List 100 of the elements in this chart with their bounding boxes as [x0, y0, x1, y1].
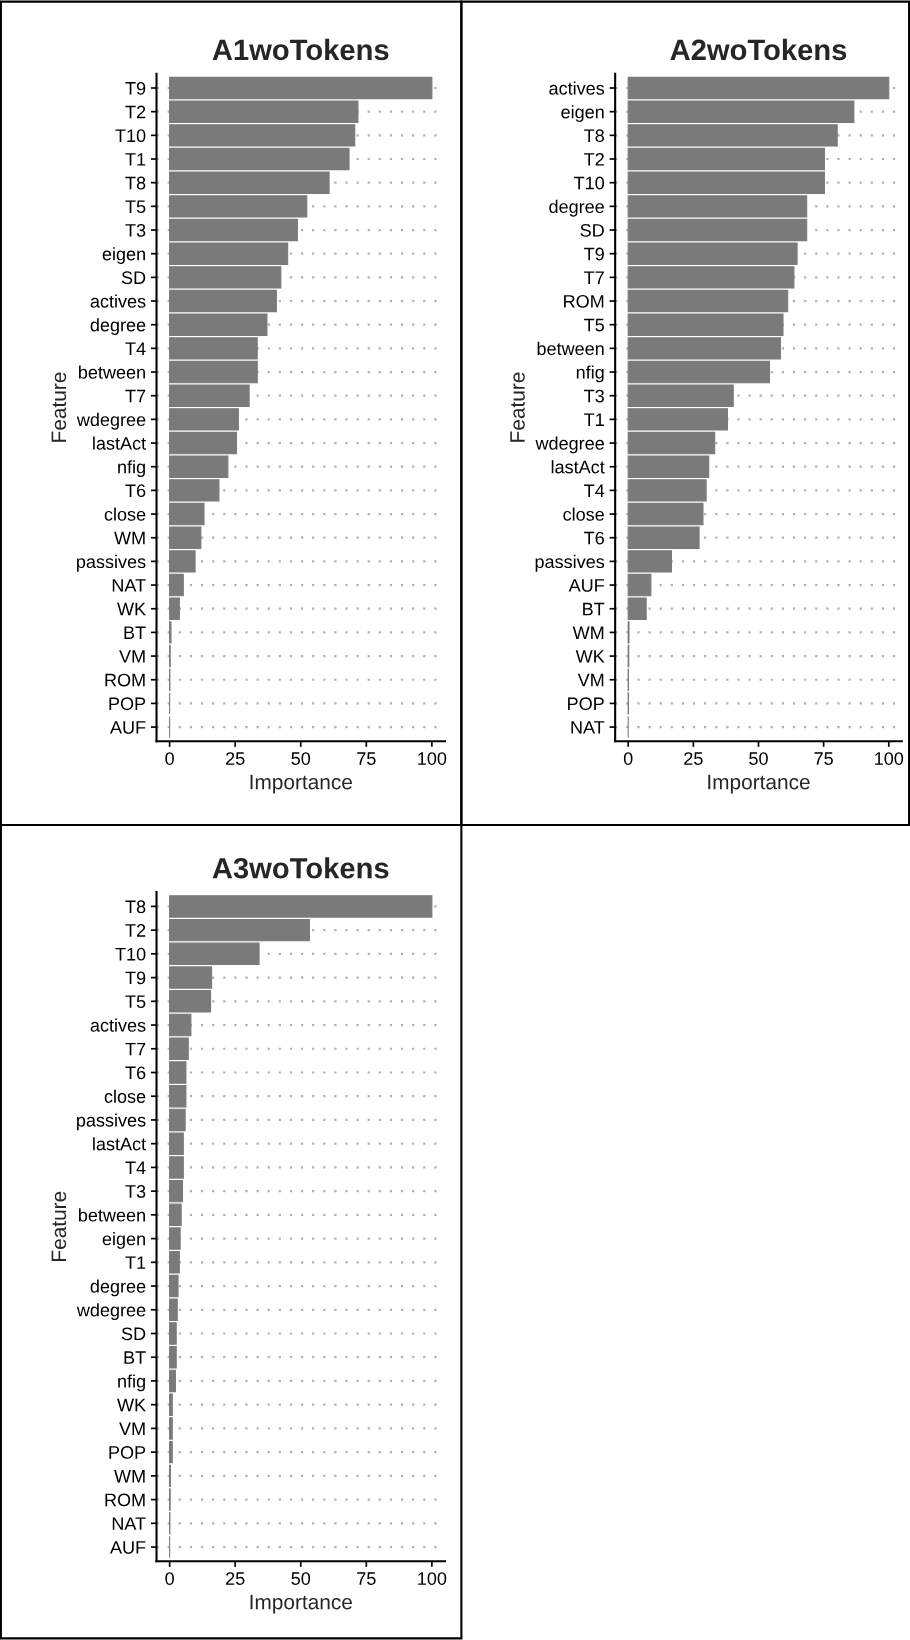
y-tick-label: T5 [584, 318, 604, 332]
y-tick-label: between [79, 365, 145, 379]
y-tick-label: eigen [561, 105, 604, 122]
y-tick-label: lastAct [93, 1137, 146, 1151]
y-tick-label: T8 [584, 129, 604, 143]
x-axis-title: Importance [250, 1594, 352, 1614]
y-tick-label: SD [121, 271, 146, 285]
y-tick-label: nfig [576, 365, 604, 383]
y-tick-label: close [563, 507, 604, 521]
y-tick-label: lastAct [551, 460, 605, 474]
y-tick-label: T2 [125, 924, 146, 937]
y-tick-label: T6 [125, 484, 146, 498]
y-tick-label: passives [535, 554, 605, 572]
x-tick-label: 0 [165, 752, 174, 765]
y-tick-label: WM [114, 1469, 145, 1483]
y-tick-label: T1 [125, 153, 146, 166]
y-tick-label: degree [549, 199, 604, 217]
y-tick-label: WK [575, 650, 605, 663]
x-tick-label: 75 [357, 752, 376, 765]
y-tick-label: T2 [584, 152, 604, 166]
y-tick-label: VM [119, 650, 145, 663]
y-tick-label: actives [90, 1018, 146, 1032]
y-tick-label: degree [90, 318, 146, 335]
x-tick-label: 50 [291, 752, 311, 765]
y-tick-label: SD [580, 223, 604, 237]
y-tick-label: T10 [574, 176, 605, 190]
x-axis-title: Importance [708, 774, 810, 794]
x-tick-label: 75 [357, 1572, 376, 1585]
y-tick-label: between [537, 341, 604, 356]
x-axis-title: Importance [250, 774, 352, 794]
y-tick-label: T3 [125, 1185, 146, 1198]
y-tick-label: passives [77, 1113, 146, 1131]
y-tick-label: passives [77, 554, 146, 572]
y-tick-label: actives [549, 81, 605, 95]
y-tick-label: eigen [102, 247, 145, 264]
y-tick-label: T6 [125, 1066, 146, 1080]
y-tick-label: close [104, 507, 146, 521]
y-tick-label: T7 [125, 1042, 146, 1056]
y-tick-label: T4 [125, 1161, 146, 1174]
y-tick-label: T5 [125, 200, 146, 214]
x-tick-label: 50 [749, 752, 768, 765]
y-tick-label: BT [124, 626, 146, 639]
y-tick-label: T9 [125, 81, 146, 95]
y-tick-label: NAT [112, 1517, 146, 1530]
y-tick-label: eigen [102, 1232, 145, 1249]
y-tick-label: T8 [125, 176, 146, 190]
y-tick-label: VM [119, 1422, 145, 1435]
y-tick-label: WM [114, 531, 145, 545]
y-tick-label: T4 [125, 342, 146, 355]
y-tick-label: T6 [584, 531, 604, 545]
y-tick-label: AUF [568, 579, 605, 592]
y-tick-label: wdegree [535, 436, 604, 454]
x-tick-label: 25 [226, 752, 245, 765]
y-axis-title: Feature [51, 1191, 67, 1261]
y-tick-label: T10 [115, 947, 146, 961]
y-tick-label: between [79, 1208, 145, 1222]
y-tick-label: AUF [110, 721, 146, 734]
y-tick-label: NAT [112, 579, 146, 592]
x-tick-label: 25 [226, 1572, 245, 1585]
y-tick-label: WK [117, 1398, 146, 1412]
y-tick-label: T9 [584, 247, 604, 261]
y-tick-label: T2 [125, 105, 146, 119]
y-tick-label: nfig [118, 1374, 145, 1392]
y-tick-label: ROM [105, 1493, 145, 1507]
y-tick-label: T5 [125, 995, 146, 1009]
y-tick-label: AUF [110, 1541, 146, 1554]
y-tick-label: actives [90, 294, 146, 308]
y-tick-label: T8 [125, 900, 146, 914]
y-tick-label: wdegree [76, 1303, 146, 1321]
y-tick-label: nfig [118, 460, 145, 477]
x-tick-label: 0 [165, 1572, 174, 1585]
x-tick-label: 25 [684, 752, 703, 765]
chart-title: A2woTokens [670, 38, 847, 61]
y-tick-label: WK [117, 602, 146, 616]
chart-title: A1woTokens [212, 38, 389, 61]
y-tick-label: VM [577, 673, 604, 687]
y-tick-label: T1 [584, 413, 604, 426]
y-tick-label: T1 [125, 1256, 146, 1269]
y-tick-label: T3 [125, 223, 146, 237]
y-tick-label: lastAct [93, 436, 146, 450]
y-tick-label: ROM [105, 673, 145, 687]
chart-title: A3woTokens [212, 857, 389, 879]
x-tick-label: 100 [418, 1572, 447, 1585]
y-tick-label: T10 [115, 129, 146, 143]
y-tick-label: close [104, 1089, 146, 1103]
x-tick-label: 100 [875, 752, 904, 765]
y-tick-label: BT [583, 602, 605, 616]
x-tick-label: 50 [291, 1572, 311, 1585]
y-tick-label: T4 [584, 484, 605, 497]
y-tick-label: POP [568, 697, 604, 711]
y-tick-label: ROM [564, 294, 604, 308]
y-axis-title: Feature [510, 372, 525, 442]
y-axis-title: Feature [51, 372, 67, 442]
x-tick-label: 75 [814, 752, 833, 765]
y-tick-label: BT [124, 1351, 146, 1364]
y-tick-label: T3 [584, 389, 604, 403]
y-tick-label: SD [121, 1327, 146, 1341]
y-tick-label: T9 [125, 971, 146, 985]
y-tick-label: T7 [584, 271, 604, 284]
y-tick-label: NAT [571, 721, 605, 734]
